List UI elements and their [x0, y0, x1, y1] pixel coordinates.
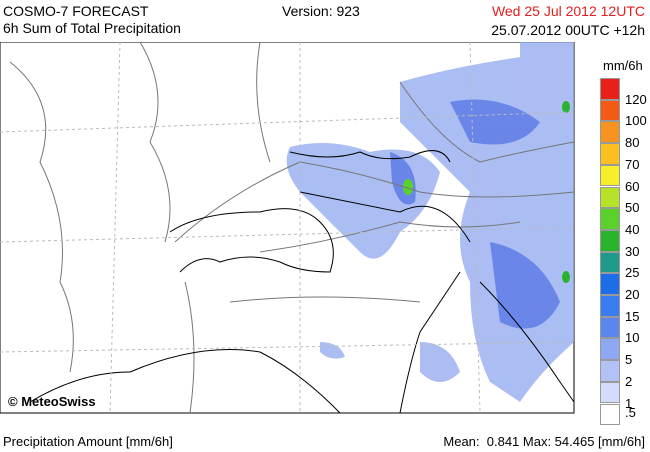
subtitle: 6h Sum of Total Precipitation	[3, 20, 181, 36]
legend-label: 100	[625, 113, 647, 129]
legend-swatch	[600, 338, 620, 361]
legend-label: 25	[625, 265, 640, 281]
credit: © MeteoSwiss	[8, 394, 96, 409]
legend-label: 80	[625, 135, 640, 151]
legend-label: 50	[625, 200, 640, 216]
legend-swatch	[600, 208, 620, 230]
legend-unit: mm/6h	[603, 58, 643, 73]
legend-swatch	[600, 99, 620, 122]
legend-swatch	[600, 121, 620, 144]
legend-swatch	[600, 186, 620, 209]
legend-label: 60	[625, 178, 640, 194]
legend-label: 2	[625, 373, 633, 389]
legend-swatch	[600, 229, 620, 252]
legend-swatch	[600, 381, 620, 404]
valid-time: Wed 25 Jul 2012 12UTC	[491, 3, 645, 19]
run-time: 25.07.2012 00UTC +12h	[491, 22, 645, 38]
legend-label: 5	[625, 352, 633, 368]
legend-swatch	[600, 251, 620, 274]
footer-stats: Mean: 0.841 Max: 54.465 [mm/6h]	[443, 434, 645, 449]
legend-label: 70	[625, 156, 640, 172]
legend-label: 120	[625, 91, 647, 107]
legend-swatch	[600, 78, 620, 100]
legend-label: 1	[625, 395, 633, 411]
legend-swatch	[600, 164, 620, 187]
legend-swatch	[600, 316, 620, 339]
legend-label: 20	[625, 287, 640, 302]
title: COSMO-7 FORECAST	[3, 3, 149, 19]
legend-label: 30	[625, 243, 640, 259]
legend-label: 10	[625, 330, 640, 346]
legend-label: 15	[625, 308, 640, 324]
borders	[9, 42, 575, 414]
graticule	[0, 42, 575, 414]
legend-swatch	[600, 295, 620, 317]
legend-label: 40	[625, 221, 640, 237]
precipitation-map: © MeteoSwiss	[0, 42, 575, 414]
legend-swatch	[600, 273, 620, 295]
legend-label: .5	[625, 405, 636, 421]
legend-swatch	[600, 360, 620, 382]
coastlines	[29, 150, 575, 414]
footer-label: Precipitation Amount [mm/6h]	[3, 434, 173, 449]
version: Version: 923	[282, 3, 360, 19]
legend-swatch	[600, 143, 620, 165]
legend-swatch	[600, 403, 620, 426]
